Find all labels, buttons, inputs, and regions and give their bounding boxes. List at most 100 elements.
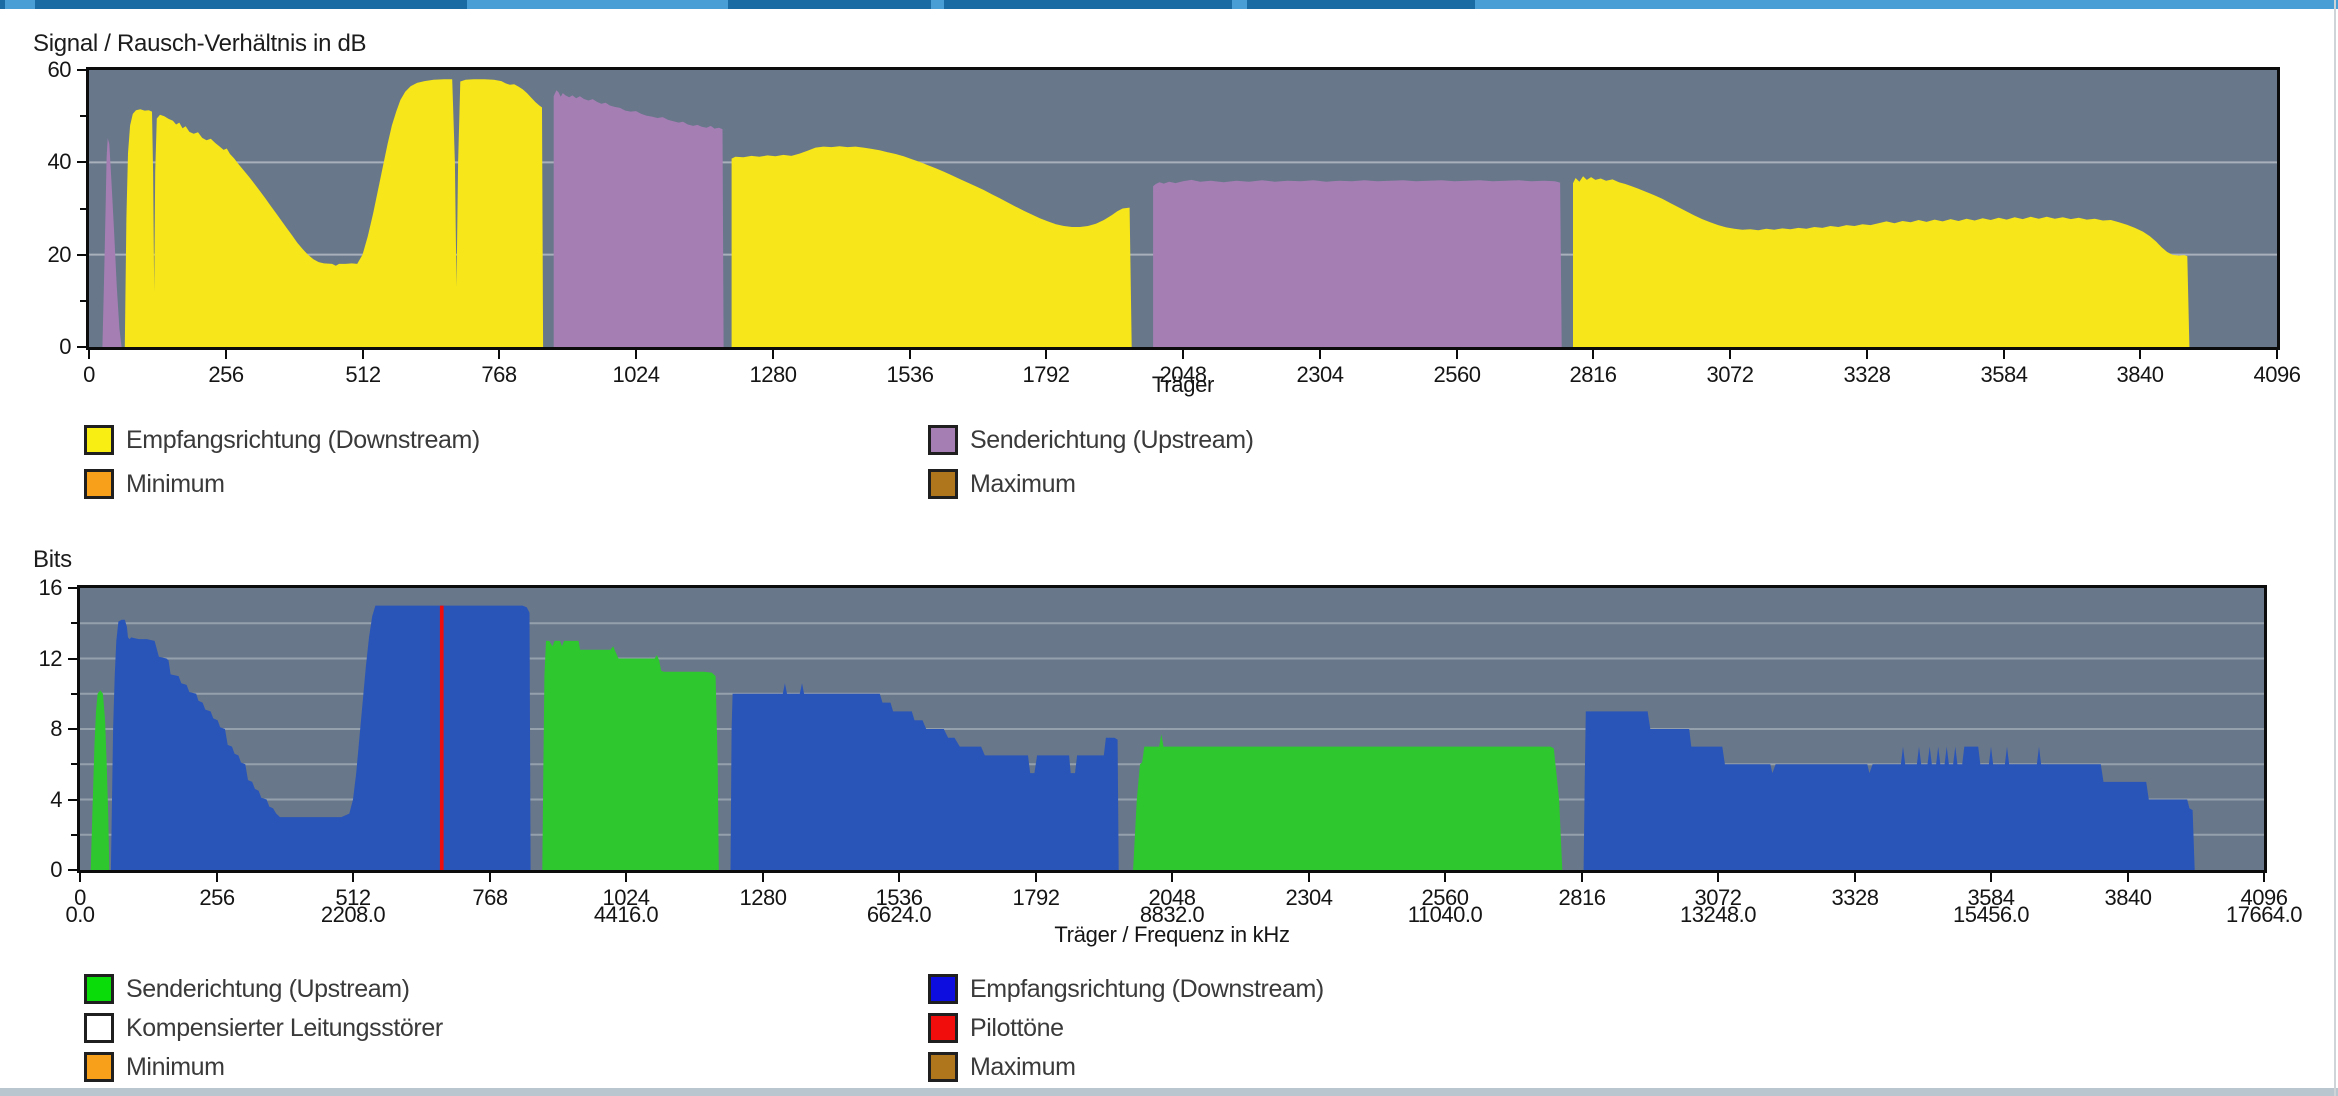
y-minor-tick xyxy=(71,763,77,765)
x-tick xyxy=(762,873,764,882)
bits-chart-title: Bits xyxy=(33,546,72,573)
y-tick-label: 60 xyxy=(47,57,72,82)
y-tick-label: 4 xyxy=(50,787,62,812)
x-tick xyxy=(1581,873,1583,882)
legend-label-senderichtung-upstream: Senderichtung (Upstream) xyxy=(970,426,1254,454)
legend-label-senderichtung-upstream: Senderichtung (Upstream) xyxy=(126,975,410,1003)
legend-label-maximum: Maximum xyxy=(970,1053,1076,1081)
y-tick-label: 16 xyxy=(38,575,63,600)
area-empfangsrichtung-downstream xyxy=(731,146,1132,347)
area-empfangsrichtung-downstream xyxy=(1583,711,2195,870)
x-tick-label: 1280 xyxy=(749,362,797,387)
freq-tick-label: 4416.0 xyxy=(593,902,659,927)
y-minor-tick xyxy=(71,693,77,695)
x-tick xyxy=(1182,350,1184,359)
signal-rausch-verhältnis-in-db-canvas xyxy=(89,79,2277,347)
tab-strip-segment xyxy=(1247,0,1475,9)
x-tick-label: 0 xyxy=(74,885,86,910)
y-tick-label: 8 xyxy=(50,716,62,741)
y-tick-label: 40 xyxy=(47,149,72,174)
legend-label-empfangsrichtung-downstream: Empfangsrichtung (Downstream) xyxy=(126,426,480,454)
freq-tick-label: 0.0 xyxy=(65,902,95,927)
y-minor-tick xyxy=(71,834,77,836)
x-tick xyxy=(2263,873,2265,882)
x-tick-label: 3328 xyxy=(1843,362,1891,387)
x-tick xyxy=(1171,873,1173,882)
x-tick-label: 2304 xyxy=(1296,362,1344,387)
legend-label-kompensierter-leitungsstörer: Kompensierter Leitungsstörer xyxy=(126,1014,443,1042)
x-tick-label: 4096 xyxy=(2253,362,2301,387)
x-tick xyxy=(1592,350,1594,359)
freq-tick-label: 11040.0 xyxy=(1407,902,1483,927)
legend-swatch-senderichtung-upstream xyxy=(84,974,114,1004)
x-tick xyxy=(772,350,774,359)
x-tick xyxy=(1854,873,1856,882)
x-tick-label: 3840 xyxy=(2104,885,2152,910)
legend-label-minimum: Minimum xyxy=(126,470,225,498)
area-empfangsrichtung-downstream xyxy=(124,79,544,347)
x-tick xyxy=(362,350,364,359)
snr-plot-area xyxy=(86,67,2280,350)
x-tick xyxy=(1866,350,1868,359)
x-tick xyxy=(1319,350,1321,359)
x-tick xyxy=(352,873,354,882)
page-bottom-strip xyxy=(0,1088,2338,1096)
x-tick xyxy=(1729,350,1731,359)
area-empfangsrichtung-downstream xyxy=(1573,176,2190,347)
legend-swatch-maximum xyxy=(928,1052,958,1082)
area-senderichtung-upstream xyxy=(102,138,122,347)
bits-plot-area xyxy=(77,585,2267,873)
y-minor-tick xyxy=(80,115,86,117)
x-tick-label: 512 xyxy=(345,362,381,387)
y-tick-label: 12 xyxy=(38,646,63,671)
freq-tick-label: 13248.0 xyxy=(1679,902,1757,927)
x-tick xyxy=(2127,873,2129,882)
x-tick xyxy=(1717,873,1719,882)
x-tick xyxy=(1308,873,1310,882)
x-tick-label: 768 xyxy=(472,885,508,910)
x-tick-label: 3328 xyxy=(1831,885,1879,910)
x-tick-label: 256 xyxy=(199,885,235,910)
legend-label-pilottöne: Pilottöne xyxy=(970,1014,1064,1042)
y-tick xyxy=(77,254,86,256)
x-tick-label: 3072 xyxy=(1694,885,1742,910)
tab-strip-segment xyxy=(0,0,5,9)
x-tick-label: 1024 xyxy=(612,362,660,387)
legend-swatch-maximum xyxy=(928,469,958,499)
x-tick-label: 1536 xyxy=(875,885,923,910)
y-minor-tick xyxy=(71,622,77,624)
legend-swatch-kompensierter-leitungsstörer xyxy=(84,1013,114,1043)
legend-swatch-pilottöne xyxy=(928,1013,958,1043)
x-tick xyxy=(489,873,491,882)
x-tick-label: 3840 xyxy=(2116,362,2164,387)
x-tick xyxy=(635,350,637,359)
x-tick-label: 1024 xyxy=(602,885,650,910)
x-tick xyxy=(625,873,627,882)
x-tick xyxy=(909,350,911,359)
legend-swatch-minimum xyxy=(84,1052,114,1082)
x-tick-label: 1536 xyxy=(886,362,934,387)
x-tick xyxy=(2276,350,2278,359)
x-tick xyxy=(498,350,500,359)
x-tick-label: 4096 xyxy=(2240,885,2288,910)
bits-canvas xyxy=(80,605,2264,870)
x-tick-label: 768 xyxy=(481,362,517,387)
x-tick-label: 2560 xyxy=(1433,362,1481,387)
x-tick-label: 3584 xyxy=(1980,362,2028,387)
x-tick xyxy=(1456,350,1458,359)
snr-x-axis-label: Träger xyxy=(1151,372,1215,397)
area-empfangsrichtung-downstream xyxy=(110,605,531,870)
y-tick xyxy=(77,69,86,71)
x-tick xyxy=(79,873,81,882)
freq-tick-label: 15456.0 xyxy=(1952,902,2030,927)
tab-strip-segment xyxy=(728,0,931,9)
legend-swatch-minimum xyxy=(84,469,114,499)
legend-label-minimum: Minimum xyxy=(126,1053,225,1081)
x-tick-label: 2816 xyxy=(1558,885,1606,910)
x-tick xyxy=(2139,350,2141,359)
x-tick-label: 3072 xyxy=(1706,362,1754,387)
x-tick-label: 256 xyxy=(208,362,244,387)
area-senderichtung-upstream xyxy=(553,90,724,347)
freq-tick-label: 17664.0 xyxy=(2225,902,2303,927)
